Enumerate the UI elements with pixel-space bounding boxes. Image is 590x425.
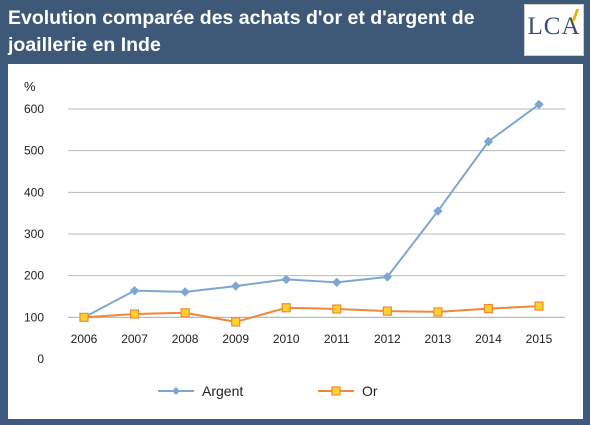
data-point-argent (129, 285, 140, 296)
data-point-or (332, 304, 342, 314)
header-bar: Evolution comparée des achats d'or et d'… (0, 0, 590, 64)
data-point-or (180, 308, 190, 318)
x-tick-label: 2014 (475, 332, 502, 346)
series-group (79, 99, 544, 327)
y-tick-label: 200 (24, 269, 44, 283)
x-tick-label: 2008 (172, 332, 199, 346)
data-point-argent (483, 136, 494, 147)
x-axis-ticks: 2006 2007 2008 2009 2010 2011 2012 2013 2014 2015 (71, 332, 553, 346)
data-point-or (231, 317, 241, 327)
legend-marker-or (331, 386, 341, 396)
chart-panel: 0 100 200 300 400 500 600 2006 2007 2008 2009 2010… (8, 64, 583, 419)
data-point-or (79, 312, 89, 322)
page-title: Evolution comparée des achats d'or et d'… (8, 7, 475, 56)
y-axis-unit-label: % (24, 79, 36, 94)
data-point-argent (433, 206, 443, 216)
data-point-argent (534, 99, 544, 110)
x-tick-label: 2007 (121, 332, 148, 346)
legend-marker-argent (172, 387, 180, 395)
x-tick-label: 2009 (222, 332, 249, 346)
x-tick-label: 2015 (526, 332, 553, 346)
data-point-argent (180, 287, 190, 297)
line-chart: 0 100 200 300 400 500 600 2006 2007 2008 2009 2010… (24, 79, 565, 399)
x-tick-label: 2006 (71, 332, 98, 346)
data-point-argent (382, 272, 393, 282)
x-tick-label: 2013 (425, 332, 452, 346)
series-line-or (83, 305, 540, 323)
data-point-argent (230, 281, 241, 291)
series-line-argent (83, 103, 540, 319)
y-tick-label: 500 (24, 144, 44, 158)
y-tick-label: 0 (37, 352, 44, 366)
data-point-or (433, 307, 443, 317)
x-tick-label: 2012 (374, 332, 401, 346)
grid-lines (68, 108, 565, 318)
data-point-or (281, 303, 291, 313)
x-tick-label: 2011 (324, 332, 350, 346)
y-tick-label: 600 (24, 102, 44, 116)
y-tick-label: 300 (24, 227, 44, 241)
y-axis-ticks: 0 100 200 300 400 500 600 (24, 102, 44, 366)
y-tick-label: 100 (24, 310, 44, 324)
data-point-or (129, 309, 140, 319)
legend-label-argent: Argent (202, 383, 243, 399)
data-point-argent (332, 277, 342, 288)
lca-logo: LCA (524, 4, 584, 56)
data-point-or (382, 306, 392, 316)
legend: Argent Or (158, 383, 378, 399)
data-point-or (483, 303, 494, 314)
data-point-argent (281, 274, 291, 285)
legend-label-or: Or (362, 383, 378, 399)
data-point-or (534, 301, 544, 311)
logo-text: LCA (527, 13, 581, 40)
x-tick-label: 2010 (273, 332, 300, 346)
y-tick-label: 400 (24, 185, 44, 199)
